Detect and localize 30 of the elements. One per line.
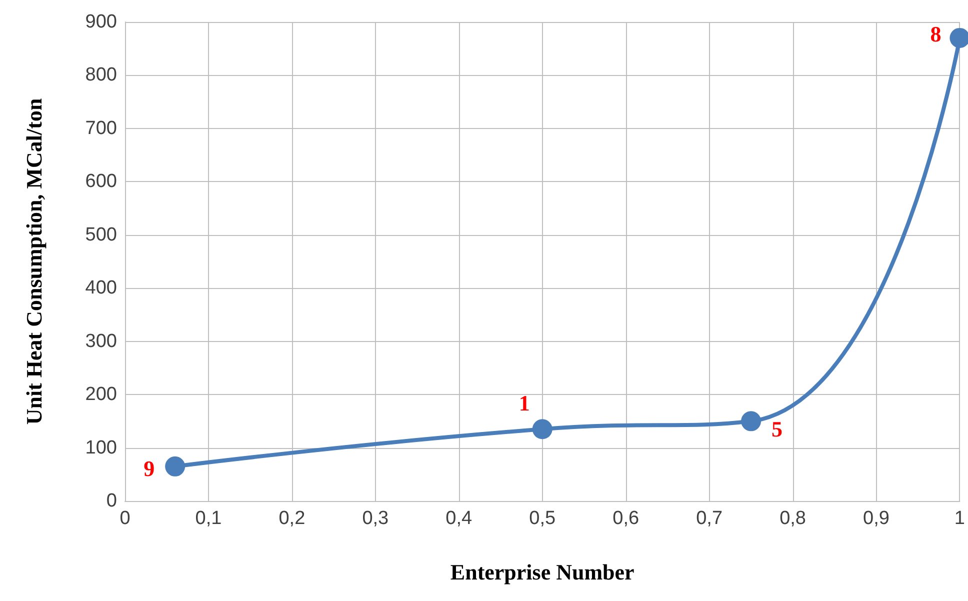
x-tick-label: 0,1 (195, 508, 222, 529)
annotation: 9 (144, 456, 155, 481)
y-tick-label: 0 (106, 490, 117, 512)
y-tick-label: 300 (85, 330, 117, 352)
y-tick-label: 700 (85, 118, 117, 139)
point (165, 456, 186, 476)
x-tick-label: 0,8 (780, 508, 806, 529)
x-tick-label: 0,4 (446, 508, 473, 529)
x-tick-label: 0,3 (362, 508, 389, 529)
y-tick-label: 900 (85, 12, 117, 32)
x-tick-label: 0,6 (612, 508, 640, 529)
y-tick-label: 800 (85, 64, 117, 86)
x-tick-label: 0,7 (696, 508, 723, 529)
y-tick-label: 100 (85, 437, 117, 458)
annotation: 1 (518, 390, 530, 416)
x-tick-label: 0,5 (529, 508, 556, 529)
y-tick-label: 400 (85, 278, 117, 299)
x-tick-label: 0,9 (863, 508, 890, 529)
x-tick-label: 1 (954, 508, 966, 529)
point (532, 419, 552, 440)
x-tick-label: 0 (120, 508, 130, 529)
y-tick-label: 200 (85, 384, 117, 406)
y-axis-title: Unit Heat Consumption, MCal/ton (22, 98, 46, 425)
x-axis-title: Enterprise Number (450, 560, 635, 584)
x-tick-label: 0,2 (278, 508, 306, 529)
annotation: 5 (772, 416, 783, 442)
point (741, 411, 762, 432)
y-tick-label: 500 (85, 224, 117, 246)
y-tick-label: 600 (85, 171, 117, 192)
annotation: 8 (930, 21, 942, 46)
